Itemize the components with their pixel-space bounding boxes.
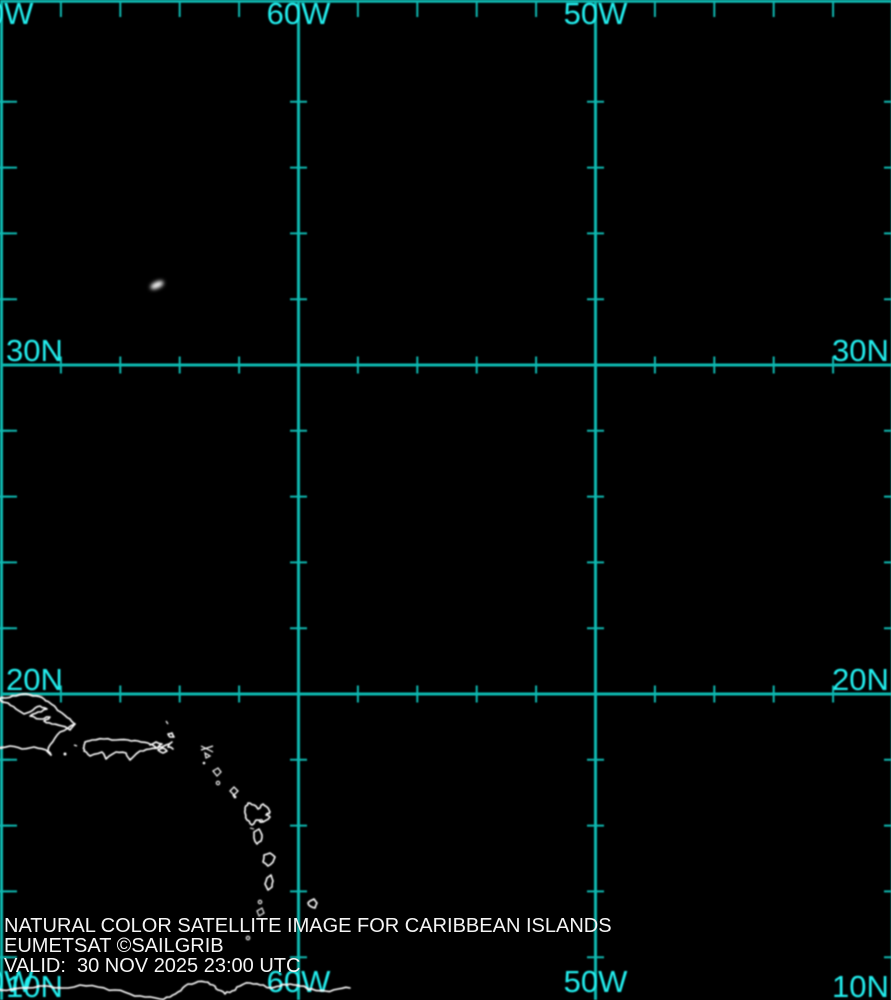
svg-text:20N: 20N <box>832 662 889 697</box>
svg-text:10N: 10N <box>832 969 889 1000</box>
svg-text:20N: 20N <box>6 662 63 697</box>
svg-text:VALID: 30 NOV 2025 23:00 UTC: VALID: 30 NOV 2025 23:00 UTC <box>4 955 300 977</box>
svg-text:30N: 30N <box>832 333 889 368</box>
svg-text:70W: 70W <box>0 0 34 31</box>
svg-text:50W: 50W <box>564 0 628 31</box>
svg-text:50W: 50W <box>564 964 628 999</box>
svg-text:60W: 60W <box>267 0 331 31</box>
svg-text:NATURAL COLOR SATELLITE IMAGE: NATURAL COLOR SATELLITE IMAGE FOR CARIBB… <box>4 915 612 937</box>
svg-text:30N: 30N <box>6 333 63 368</box>
svg-text:EUMETSAT ©SAILGRIB: EUMETSAT ©SAILGRIB <box>4 935 224 957</box>
